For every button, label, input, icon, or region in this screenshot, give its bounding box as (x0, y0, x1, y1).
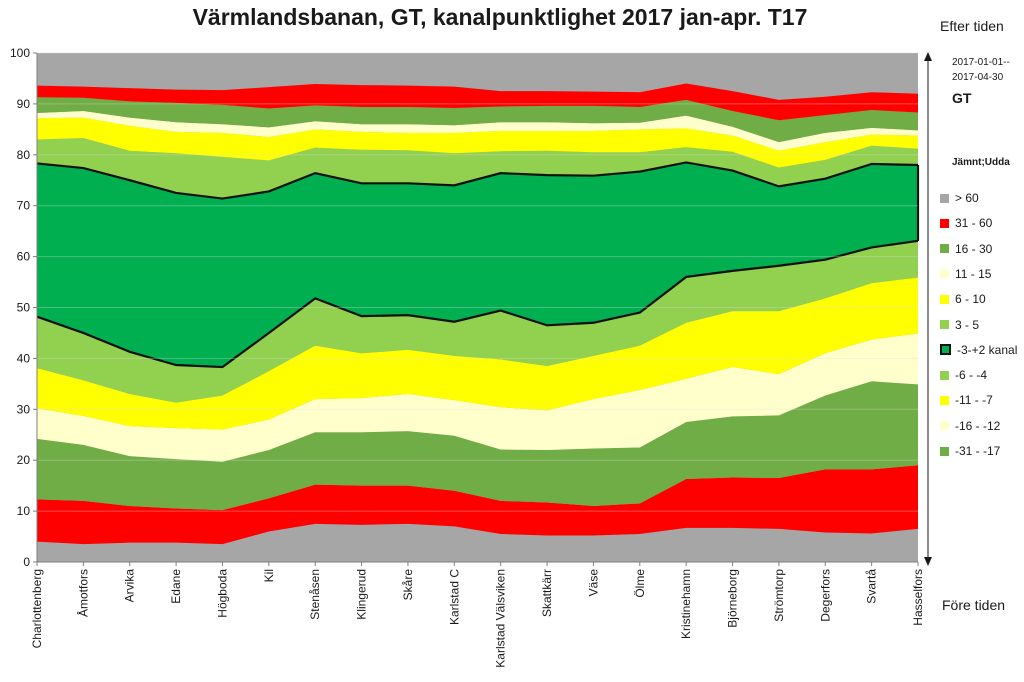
upper-label: Efter tiden (940, 18, 1004, 34)
arrow-up-icon (924, 52, 932, 61)
x-tick-label: Degerfors (818, 569, 832, 622)
legend-item: -3-+2 kanal (940, 342, 1017, 358)
legend-swatch (940, 344, 951, 356)
area-series-3 (37, 240, 918, 403)
series-label: GT (952, 90, 972, 106)
x-tick-label: Hasselfors (911, 569, 925, 626)
y-tick-label: 80 (17, 148, 31, 162)
legend-label: -11 - -7 (955, 393, 993, 408)
legend-title: Jämnt;Udda (952, 157, 1010, 168)
lower-label: Före tiden (942, 597, 1006, 613)
legend-label: 31 - 60 (955, 216, 993, 231)
chart-title: Värmlandsbanan, GT, kanalpunktlighet 201… (192, 4, 808, 30)
legend-label: 3 - 5 (955, 317, 980, 332)
area-series-8 (37, 97, 918, 143)
y-axis-ticks: 0 10 20 30 40 50 60 70 80 90 100 (10, 46, 37, 569)
legend-swatch (940, 218, 949, 228)
y-tick-label: 30 (17, 402, 31, 416)
gridlines-overlay (37, 52, 918, 563)
legend-swatch (940, 370, 949, 380)
legend-item: 16 - 30 (940, 241, 992, 257)
y-tick-label: 100 (10, 46, 30, 60)
area-series-over-60-background (37, 53, 918, 562)
legend-swatch (940, 421, 949, 431)
x-tick-label: Kristinehamn (679, 569, 693, 639)
area-series-7 (37, 111, 918, 151)
period-end-label: 2017-04-30 (952, 72, 1004, 83)
x-tick-label: Åmotfors (75, 569, 90, 617)
boundary-lines (36, 161, 920, 369)
kanal-boundary-line (36, 161, 919, 200)
legend-label: -16 - -12 (955, 418, 1001, 433)
legend-label: 11 - 15 (955, 266, 992, 281)
x-tick-label: Arvika (123, 569, 137, 603)
x-tick-label: Väse (586, 569, 600, 597)
legend-label: -6 - -4 (955, 368, 988, 383)
x-tick-label: Skattkärr (540, 569, 554, 617)
axes (36, 53, 918, 563)
x-tick-label: Klingerud (355, 569, 369, 620)
y-tick-label: 10 (17, 504, 31, 518)
legend-swatch (940, 446, 949, 456)
legend-swatch (940, 294, 949, 304)
legend-swatch (940, 320, 949, 329)
kanal-boundary-line (36, 239, 919, 369)
legend-label: 6 - 10 (955, 292, 986, 307)
legend-label: > 60 (955, 191, 979, 205)
x-tick-label: Skåre (401, 569, 415, 601)
legend-label: -31 - -17 (955, 444, 1001, 458)
x-tick-label: Stenåsen (308, 569, 322, 620)
arrow-down-icon (924, 557, 932, 566)
x-tick-label: Kil (262, 569, 276, 582)
x-tick-label: Strömtorp (772, 569, 786, 622)
area-series-2 (37, 277, 918, 430)
legend-item: -11 - -7 (940, 392, 993, 408)
legend-item: 11 - 15 (940, 266, 991, 282)
area-series-0 (37, 381, 918, 511)
x-tick-label: Svartå (865, 569, 879, 604)
legend-item: -16 - -12 (940, 418, 1000, 434)
legend-item: 6 - 10 (940, 291, 986, 307)
x-tick-label: Edane (169, 569, 183, 604)
x-tick-label: Charlottenberg (30, 569, 44, 648)
x-tick-label: Högboda (215, 569, 229, 618)
area-series-early-over-60 (37, 523, 918, 562)
y-tick-label: 20 (17, 453, 31, 467)
y-tick-label: 40 (17, 351, 31, 365)
legend-item: -6 - -4 (940, 367, 987, 383)
area-series-early-31-60 (37, 465, 918, 545)
x-tick-label: Karlstad Välsviken (494, 569, 508, 668)
y-tick-label: 60 (17, 250, 31, 264)
legend-swatch (940, 193, 949, 203)
x-tick-label: Ölme (633, 569, 647, 598)
legend-swatch (940, 244, 949, 254)
area-series-9 (37, 83, 918, 121)
area-series-4 (37, 162, 918, 368)
area-series-6 (37, 117, 918, 168)
legend-label: -3-+2 kanal (957, 342, 1018, 357)
y-tick-label: 70 (17, 199, 31, 213)
legend-item: 3 - 5 (940, 317, 979, 333)
x-axis-ticks: Charlottenberg Åmotfors Arvika Edane Högboda… (30, 562, 925, 668)
area-series-5 (37, 138, 918, 199)
legend-item: 31 - 60 (940, 215, 992, 231)
legend-label: 16 - 30 (955, 241, 993, 256)
legend-item: -31 - -17 (940, 443, 1000, 459)
area-series (37, 53, 918, 562)
x-tick-label: Karlstad C (447, 569, 461, 625)
x-tick-label: Björneborg (726, 569, 740, 628)
y-tick-label: 0 (23, 555, 30, 569)
area-series-1 (37, 333, 918, 462)
legend-swatch (940, 395, 949, 405)
y-tick-label: 90 (17, 97, 31, 111)
legend-item: > 60 (940, 190, 979, 206)
legend-swatch (940, 269, 949, 279)
direction-arrow (924, 52, 932, 566)
y-tick-label: 50 (17, 301, 31, 315)
period-start-label: 2017-01-01-- (952, 57, 1010, 68)
